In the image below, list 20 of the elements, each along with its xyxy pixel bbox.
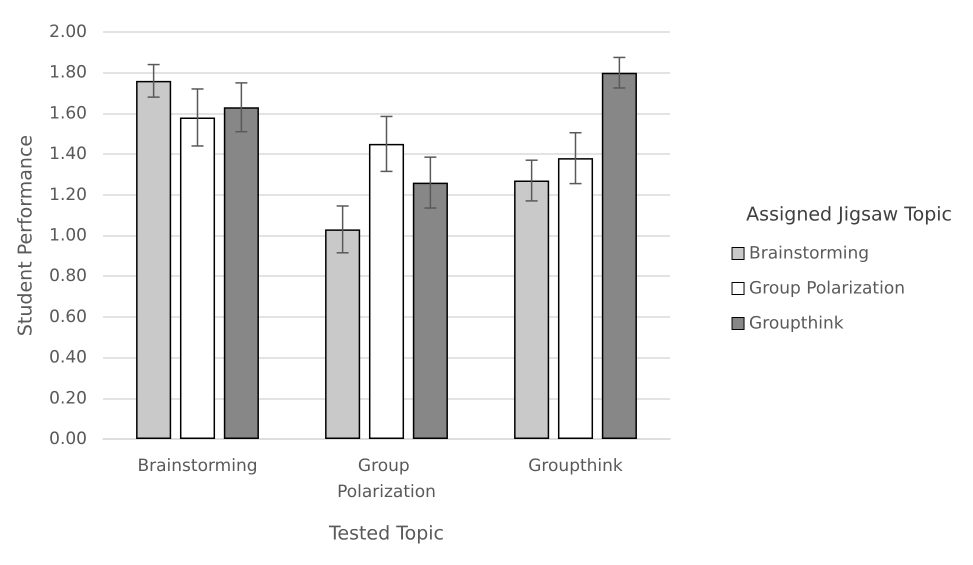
legend-label: Group Polarization xyxy=(749,278,906,298)
y-tick-label: 1.20 xyxy=(49,184,87,205)
legend-label: Brainstorming xyxy=(749,244,870,264)
legend-label: Groupthink xyxy=(749,314,844,334)
y-tick-label: 0.00 xyxy=(49,429,87,449)
y-tick-label: 1.60 xyxy=(49,103,87,124)
x-tick-label: Groupthink xyxy=(528,456,623,476)
x-axis-title: Tested Topic xyxy=(328,522,444,544)
y-axis-title: Student Performance xyxy=(14,134,36,336)
y-tick-label: 1.00 xyxy=(49,226,87,246)
y-tick-label: 1.80 xyxy=(49,62,87,83)
y-tick-label: 0.20 xyxy=(49,388,87,408)
x-tick-label: Group Polarization xyxy=(337,456,436,502)
y-tick-label: 2.00 xyxy=(49,22,87,42)
y-tick-label: 0.60 xyxy=(49,306,87,327)
legend-title: Assigned Jigsaw Topic xyxy=(746,204,952,226)
y-tick-label: 1.40 xyxy=(49,144,87,164)
x-tick-label: Brainstorming xyxy=(137,456,258,476)
y-tick-label: 0.80 xyxy=(49,266,87,286)
y-tick-label: 0.40 xyxy=(49,348,87,368)
